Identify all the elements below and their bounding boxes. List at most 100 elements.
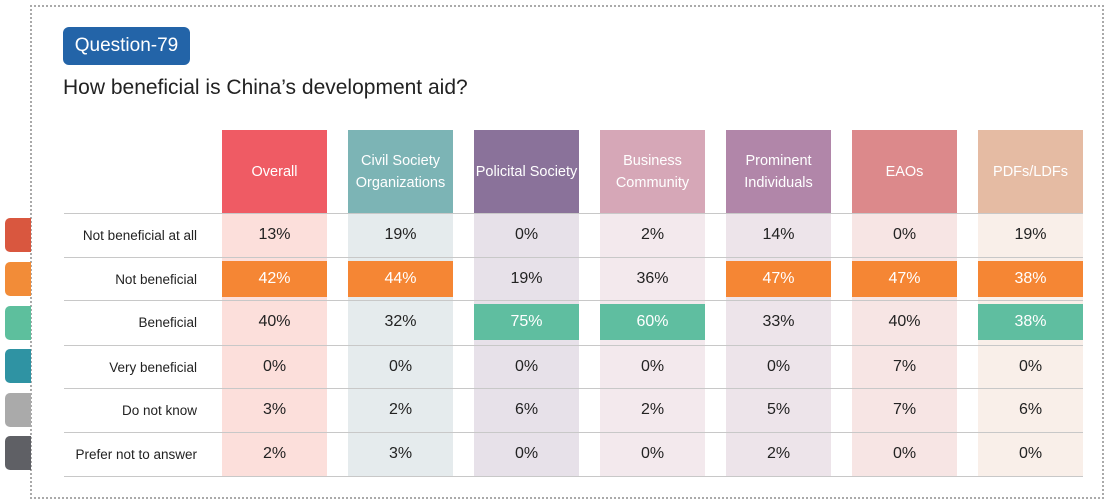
cell-value: 0%	[640, 445, 665, 462]
cell-value: 19%	[510, 270, 543, 287]
table-cell: 38%	[978, 300, 1083, 344]
cell-value: 0%	[640, 358, 665, 375]
table-cell: 13%	[222, 213, 327, 257]
table-cell: 44%	[348, 257, 453, 301]
row-divider	[64, 300, 1083, 301]
cell-value: 47%	[888, 270, 921, 287]
cell-value: 7%	[892, 401, 917, 418]
table-cell: 0%	[348, 345, 453, 389]
column-header: PDFs/LDFs	[978, 130, 1083, 213]
table-cell: 7%	[852, 388, 957, 432]
cell-value: 6%	[1018, 401, 1043, 418]
cell-value: 0%	[514, 358, 539, 375]
side-tab[interactable]	[5, 349, 31, 383]
cell-value: 13%	[258, 226, 291, 243]
table-cell: 0%	[474, 345, 579, 389]
table-cell: 0%	[852, 432, 957, 476]
cell-value: 36%	[636, 270, 669, 287]
cell-value: 0%	[892, 445, 917, 462]
table-cell: 2%	[222, 432, 327, 476]
row-label: Prefer not to answer	[75, 446, 197, 462]
cell-value: 44%	[384, 270, 417, 287]
table-cell: 2%	[726, 432, 831, 476]
cell-value: 2%	[640, 226, 665, 243]
column-header: Civil Society Organizations	[348, 130, 453, 213]
side-tab[interactable]	[5, 306, 31, 340]
table-cell: 19%	[978, 213, 1083, 257]
table-cell: 0%	[978, 345, 1083, 389]
row-divider	[64, 432, 1083, 433]
row-label: Not beneficial at all	[82, 227, 197, 243]
row-label: Beneficial	[138, 314, 197, 330]
column-header: Business Community	[600, 130, 705, 213]
table-cell: 0%	[600, 432, 705, 476]
table-cell: 42%	[222, 257, 327, 301]
table-cell: 47%	[726, 257, 831, 301]
question-title: How beneficial is China’s development ai…	[63, 76, 468, 99]
table-cell: 40%	[222, 300, 327, 344]
table-cell: 60%	[600, 300, 705, 344]
table-cell: 33%	[726, 300, 831, 344]
table-cell: 75%	[474, 300, 579, 344]
table-cell: 14%	[726, 213, 831, 257]
cell-value: 6%	[514, 401, 539, 418]
table-cell: 0%	[474, 213, 579, 257]
row-divider	[64, 388, 1083, 389]
cell-value: 75%	[510, 313, 543, 330]
side-tab[interactable]	[5, 393, 31, 427]
table-cell: 2%	[600, 388, 705, 432]
question-badge: Question-79	[63, 27, 190, 65]
cell-value: 2%	[766, 445, 791, 462]
cell-value: 2%	[262, 445, 287, 462]
cell-value: 42%	[258, 270, 291, 287]
table-cell: 7%	[852, 345, 957, 389]
cell-value: 0%	[766, 358, 791, 375]
cell-value: 33%	[762, 313, 795, 330]
cell-value: 38%	[1014, 270, 1047, 287]
table-cell: 36%	[600, 257, 705, 301]
table-cell: 47%	[852, 257, 957, 301]
table-cell: 38%	[978, 257, 1083, 301]
row-divider	[64, 213, 1083, 214]
cell-value: 0%	[892, 226, 917, 243]
table-cell: 0%	[726, 345, 831, 389]
row-divider	[64, 476, 1083, 477]
row-divider	[64, 345, 1083, 346]
cell-value: 40%	[888, 313, 921, 330]
cell-value: 7%	[892, 358, 917, 375]
table-cell: 0%	[474, 432, 579, 476]
column-header: Prominent Individuals	[726, 130, 831, 213]
column-header: EAOs	[852, 130, 957, 213]
cell-value: 19%	[384, 226, 417, 243]
side-tab[interactable]	[5, 436, 31, 470]
cell-value: 40%	[258, 313, 291, 330]
table-cell: 19%	[474, 257, 579, 301]
table-cell: 2%	[348, 388, 453, 432]
cell-value: 14%	[762, 226, 795, 243]
table-cell: 0%	[978, 432, 1083, 476]
row-label: Do not know	[121, 402, 197, 418]
table-cell: 6%	[978, 388, 1083, 432]
row-label: Not beneficial	[115, 271, 197, 287]
table-cell: 0%	[852, 213, 957, 257]
table-cell: 3%	[222, 388, 327, 432]
side-tab[interactable]	[5, 262, 31, 296]
cell-value: 2%	[388, 401, 413, 418]
table-cell: 3%	[348, 432, 453, 476]
row-label: Very beneficial	[109, 359, 197, 375]
table-cell: 19%	[348, 213, 453, 257]
table-cell: 0%	[222, 345, 327, 389]
cell-value: 3%	[388, 445, 413, 462]
cell-value: 3%	[262, 401, 287, 418]
column-header: Policital Society	[474, 130, 579, 213]
cell-value: 19%	[1014, 226, 1047, 243]
cell-value: 0%	[1018, 445, 1043, 462]
cell-value: 32%	[384, 313, 417, 330]
cell-value: 0%	[1018, 358, 1043, 375]
table-cell: 32%	[348, 300, 453, 344]
side-tab[interactable]	[5, 218, 31, 252]
row-divider	[64, 257, 1083, 258]
table-cell: 6%	[474, 388, 579, 432]
cell-value: 2%	[640, 401, 665, 418]
cell-value: 0%	[388, 358, 413, 375]
